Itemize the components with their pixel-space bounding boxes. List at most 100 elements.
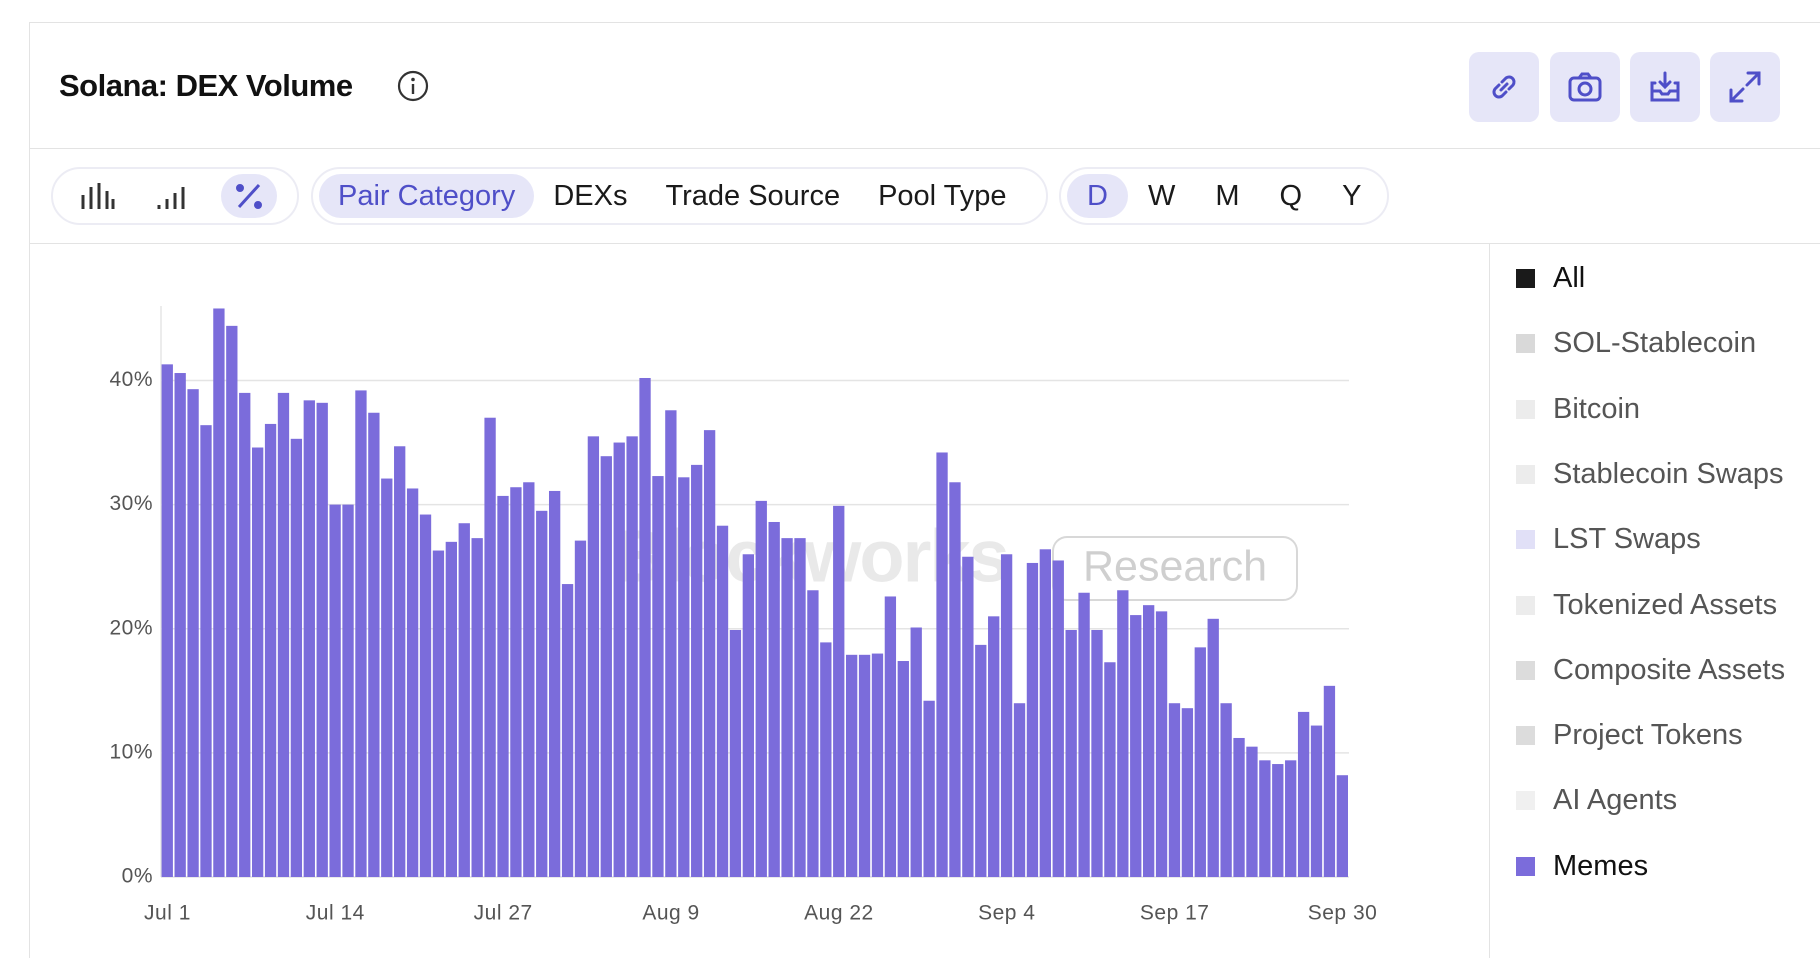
bar [871, 653, 884, 877]
bar [1323, 685, 1336, 877]
legend-label: SOL-Stablecoin [1553, 327, 1757, 360]
bar [897, 661, 909, 877]
info-icon[interactable] [397, 70, 429, 102]
bar [445, 541, 457, 877]
bar [174, 373, 186, 877]
bar [923, 700, 935, 877]
bar [1194, 647, 1206, 877]
download-button[interactable] [1630, 52, 1700, 122]
legend-swatch [1516, 269, 1535, 288]
bar [949, 482, 961, 877]
bar [1013, 703, 1026, 877]
divider [1489, 243, 1490, 958]
bar [703, 430, 716, 877]
legend-item[interactable]: Stablecoin Swaps [1516, 458, 1784, 491]
bar [1168, 703, 1181, 877]
bar [1207, 618, 1219, 877]
chart-mode-group [51, 167, 299, 225]
legend-swatch [1516, 530, 1535, 550]
legend-swatch [1516, 595, 1535, 615]
bar [394, 446, 406, 877]
legend-label: Tokenized Assets [1553, 588, 1778, 621]
bar [458, 523, 470, 877]
bar [355, 390, 367, 877]
tab[interactable]: Trade Source [665, 180, 841, 212]
bar [316, 402, 328, 877]
period-button[interactable]: Y [1342, 180, 1362, 212]
legend-label: Bitcoin [1553, 392, 1641, 425]
legend-item[interactable]: LST Swaps [1516, 523, 1701, 556]
legend-item[interactable]: Memes [1516, 850, 1648, 883]
y-tick-label: 40% [109, 368, 153, 391]
legend-label: LST Swaps [1553, 523, 1701, 556]
percent-icon[interactable] [221, 174, 277, 218]
link-button[interactable] [1469, 52, 1539, 122]
bar [251, 447, 264, 877]
bar [523, 482, 535, 877]
bar [716, 525, 729, 877]
bar [600, 456, 612, 877]
bar [768, 521, 780, 877]
legend-label: Stablecoin Swaps [1553, 457, 1784, 490]
legend-item[interactable]: AI Agents [1516, 784, 1677, 817]
bar-icon[interactable] [69, 174, 125, 218]
period-button[interactable]: D [1067, 174, 1128, 218]
legend-swatch [1516, 399, 1535, 419]
bar [729, 629, 742, 877]
legend-label: Project Tokens [1553, 719, 1743, 752]
bar [936, 452, 948, 877]
bar [536, 510, 548, 877]
bar [226, 325, 238, 878]
chart-title: Solana: DEX Volume [59, 68, 353, 103]
bar [833, 505, 845, 877]
legend-item[interactable]: Project Tokens [1516, 719, 1743, 752]
expand-button[interactable] [1710, 52, 1780, 122]
divider [29, 148, 1820, 149]
bar [755, 500, 767, 877]
bar [574, 540, 587, 877]
legend-item[interactable]: SOL-Stablecoin [1516, 327, 1756, 360]
tab[interactable]: Pool Type [878, 180, 1007, 212]
period-button[interactable]: M [1215, 180, 1240, 212]
bar [329, 504, 341, 877]
bar [1039, 549, 1051, 877]
period-button[interactable]: W [1147, 180, 1176, 212]
card [29, 22, 1820, 958]
bar [239, 392, 251, 877]
bar [962, 556, 974, 877]
legend-swatch [1516, 334, 1535, 354]
bar [652, 476, 664, 877]
bar [1272, 764, 1284, 877]
y-tick-label: 20% [109, 616, 153, 639]
legend-swatch [1516, 791, 1535, 811]
x-tick-label: Aug 22 [804, 902, 874, 925]
legend-label: All [1553, 262, 1586, 294]
bar [794, 538, 806, 877]
stacked-icon[interactable] [145, 174, 201, 218]
bar [691, 464, 703, 877]
period-button[interactable]: Q [1279, 180, 1303, 212]
legend-swatch [1516, 856, 1535, 876]
bar [1310, 725, 1323, 877]
bar [742, 554, 754, 877]
tab[interactable]: Pair Category [319, 174, 535, 218]
legend-item[interactable]: Tokenized Assets [1516, 589, 1777, 622]
bar [1091, 629, 1103, 877]
y-tick-label: 10% [109, 740, 153, 763]
bar [471, 538, 483, 877]
bar [1233, 737, 1245, 877]
camera-button[interactable] [1550, 52, 1620, 122]
bar [290, 438, 303, 877]
legend-item[interactable]: Bitcoin [1516, 393, 1640, 426]
bar [277, 392, 290, 877]
bar [910, 627, 922, 877]
bar [781, 538, 793, 877]
legend-item[interactable]: Composite Assets [1516, 654, 1785, 687]
tab[interactable]: DEXs [553, 180, 628, 212]
bar [626, 436, 638, 877]
y-tick-label: 30% [109, 492, 153, 515]
legend-item[interactable]: All [1516, 262, 1585, 295]
x-tick-label: Sep 17 [1140, 902, 1210, 925]
bar [419, 514, 432, 877]
bar [1297, 711, 1310, 877]
